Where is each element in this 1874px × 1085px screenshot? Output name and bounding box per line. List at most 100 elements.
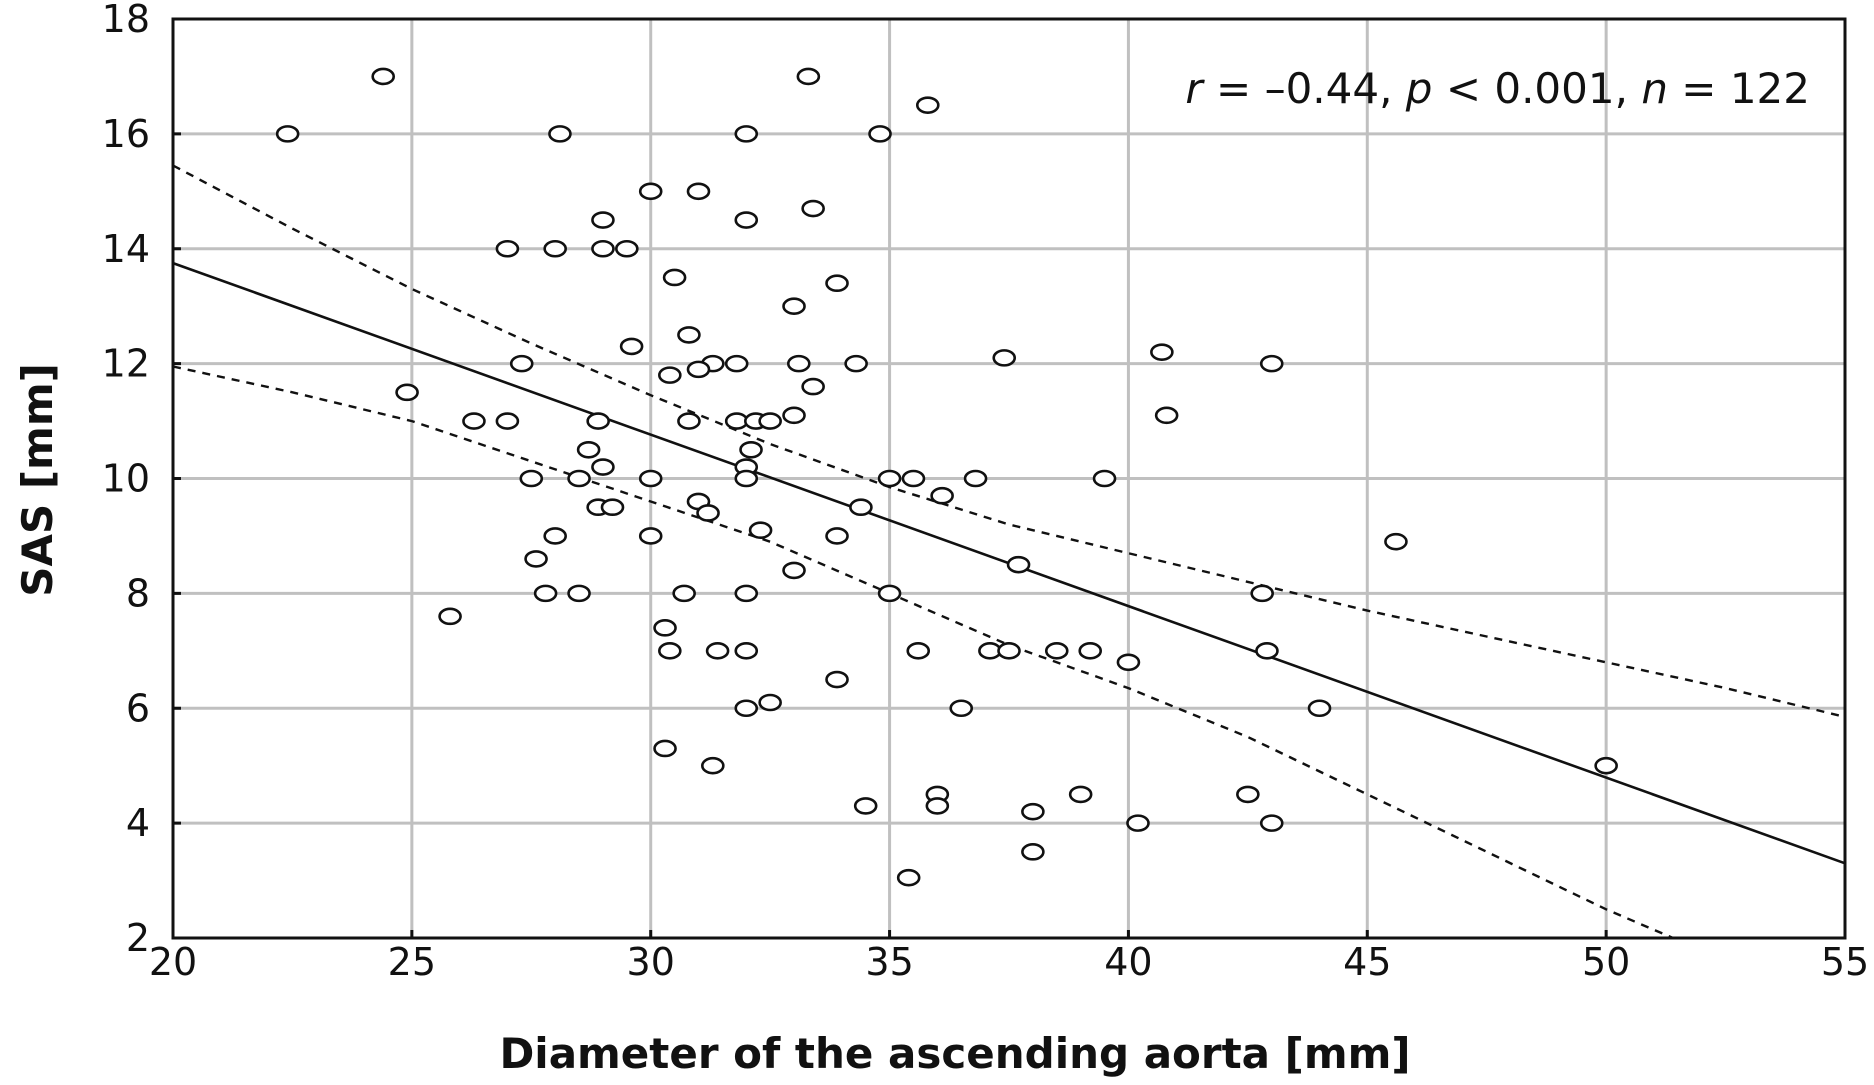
annotation-p-label: p bbox=[1405, 64, 1433, 113]
x-tick-label: 40 bbox=[1104, 940, 1152, 984]
annotation-r-label: r bbox=[1185, 64, 1205, 113]
data-point bbox=[576, 440, 601, 459]
data-point bbox=[658, 366, 682, 384]
x-tick-label: 30 bbox=[627, 940, 675, 984]
data-point bbox=[395, 383, 419, 402]
data-point bbox=[724, 354, 749, 373]
data-point bbox=[591, 239, 615, 258]
data-point bbox=[748, 521, 773, 539]
data-point bbox=[438, 607, 462, 626]
data-point bbox=[600, 498, 625, 517]
data-point bbox=[734, 211, 759, 229]
annotation-n-value: = 122 bbox=[1668, 64, 1810, 113]
y-tick-label: 14 bbox=[102, 227, 150, 271]
data-point bbox=[524, 550, 548, 568]
data-point bbox=[1250, 584, 1274, 603]
data-point bbox=[509, 354, 534, 373]
data-point bbox=[1307, 699, 1332, 718]
ci-lower-line bbox=[172, 365, 1674, 940]
data-point bbox=[925, 797, 950, 815]
y-tick-label: 6 bbox=[126, 686, 150, 730]
data-point bbox=[1021, 802, 1045, 821]
data-point bbox=[758, 412, 782, 430]
data-point bbox=[619, 337, 644, 356]
data-point bbox=[662, 268, 687, 287]
data-point bbox=[896, 868, 921, 887]
data-point bbox=[567, 584, 591, 603]
data-point bbox=[638, 182, 663, 201]
data-point bbox=[543, 239, 567, 258]
data-point bbox=[638, 469, 663, 488]
data-point bbox=[1006, 555, 1031, 574]
data-point bbox=[677, 326, 701, 344]
data-point bbox=[1150, 343, 1174, 361]
data-point bbox=[844, 354, 868, 373]
data-point bbox=[672, 584, 696, 603]
annotation-p-value: < 0.001, bbox=[1432, 64, 1641, 113]
data-point bbox=[586, 412, 610, 430]
data-point bbox=[1021, 843, 1045, 861]
data-point bbox=[1116, 653, 1141, 672]
data-point bbox=[495, 239, 520, 258]
data-point bbox=[963, 469, 988, 488]
data-point bbox=[1092, 469, 1117, 488]
data-point bbox=[949, 699, 974, 718]
data-point bbox=[901, 469, 926, 488]
y-tick-labels: 2 4 6 8 10 12 14 16 18 bbox=[102, 0, 181, 960]
x-tick-label: 25 bbox=[388, 940, 436, 984]
y-tick-label: 8 bbox=[126, 571, 150, 615]
y-tick-label: 10 bbox=[102, 457, 150, 501]
data-point bbox=[868, 125, 892, 143]
data-point bbox=[782, 406, 806, 425]
data-point bbox=[734, 642, 759, 660]
data-point bbox=[1068, 785, 1093, 804]
data-point bbox=[758, 693, 782, 712]
data-point bbox=[543, 527, 567, 545]
data-point bbox=[567, 469, 591, 488]
x-tick-label: 45 bbox=[1343, 940, 1391, 984]
data-point bbox=[462, 412, 486, 430]
data-point bbox=[696, 504, 720, 522]
y-tick-label: 4 bbox=[126, 801, 150, 845]
data-point bbox=[591, 458, 615, 476]
data-point bbox=[495, 412, 520, 430]
data-point bbox=[782, 561, 806, 580]
data-point bbox=[519, 469, 544, 488]
data-point bbox=[849, 498, 873, 517]
data-point bbox=[825, 274, 849, 293]
data-point bbox=[992, 349, 1017, 367]
data-point bbox=[782, 297, 806, 315]
data-point bbox=[825, 670, 849, 689]
data-point bbox=[1044, 642, 1069, 660]
data-point bbox=[1594, 756, 1618, 775]
data-point bbox=[1154, 406, 1179, 425]
x-tick-label: 20 bbox=[149, 940, 197, 984]
data-point bbox=[915, 96, 940, 114]
data-point bbox=[877, 584, 902, 603]
x-tick-label: 50 bbox=[1582, 940, 1630, 984]
grid bbox=[173, 19, 1845, 938]
data-point bbox=[739, 440, 763, 459]
data-point bbox=[1259, 354, 1284, 373]
data-point bbox=[658, 642, 682, 660]
statistics-annotation: r = –0.44, p < 0.001, n = 122 bbox=[1185, 64, 1810, 113]
data-point bbox=[701, 756, 725, 775]
data-points bbox=[275, 67, 1618, 887]
confidence-bands bbox=[172, 164, 1846, 940]
annotation-r-value: = –0.44, bbox=[1203, 64, 1406, 113]
y-tick-label: 16 bbox=[102, 112, 150, 156]
y-tick-label: 2 bbox=[126, 916, 150, 960]
data-point bbox=[638, 527, 663, 545]
data-point bbox=[1384, 532, 1408, 551]
data-point bbox=[997, 642, 1021, 660]
x-tick-labels: 20 25 30 35 40 45 50 55 bbox=[149, 930, 1869, 984]
data-point bbox=[653, 739, 677, 758]
data-point bbox=[653, 619, 677, 637]
x-tick-label: 55 bbox=[1821, 940, 1869, 984]
data-point bbox=[734, 125, 759, 143]
x-tick-label: 35 bbox=[865, 940, 913, 984]
y-axis-title: SAS [mm] bbox=[13, 363, 62, 597]
data-point bbox=[825, 527, 849, 545]
data-point bbox=[1255, 642, 1279, 660]
